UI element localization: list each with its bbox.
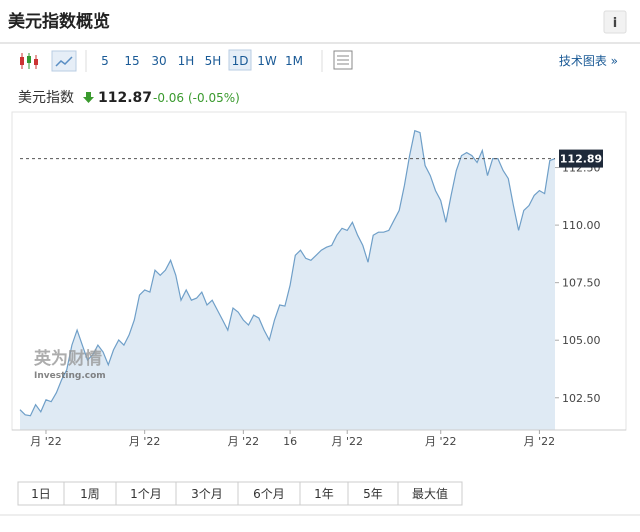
range-button-label[interactable]: 1年: [314, 487, 334, 501]
y-tick-label: 102.50: [562, 392, 601, 405]
watermark-site: Investing.com: [34, 371, 106, 381]
interval-button[interactable]: 5H: [205, 54, 222, 68]
line-icon-selected[interactable]: [51, 50, 77, 72]
interval-button[interactable]: 1W: [257, 54, 277, 68]
y-tick-label: 110.00: [562, 219, 601, 232]
x-tick-label: 月 '22: [331, 435, 363, 448]
price-line: [19, 129, 556, 417]
range-button-label[interactable]: 3个月: [191, 487, 223, 501]
technical-chart-link[interactable]: 技术图表 »: [559, 54, 618, 68]
y-tick-label: 107.50: [562, 277, 601, 290]
info-button[interactable]: [603, 10, 627, 34]
x-tick-label: 月 '22: [129, 435, 161, 448]
quote-change-pct: (-0.05%): [188, 91, 240, 105]
last-price-box: [559, 149, 603, 168]
widget-title: 美元指数概览: [8, 11, 110, 32]
plot: 月 '22 月 '22 月 '22 16 月 '22 月 '22 月 '22 102.50 10…: [12, 129, 626, 448]
x-tick-label: 月 '22: [30, 435, 62, 448]
interval-button[interactable]: 1D: [232, 54, 249, 68]
quote-name: 美元指数: [18, 90, 74, 106]
watermark-brand: 英为财情: [34, 348, 102, 369]
range-button-label[interactable]: 5年: [363, 487, 383, 501]
range-button-label[interactable]: 1个月: [130, 487, 162, 501]
x-tick-label: 16: [283, 435, 297, 448]
x-tick-label: 月 '22: [524, 435, 556, 448]
info-icon[interactable]: i: [613, 16, 617, 31]
range-button[interactable]: [397, 481, 463, 506]
range-button-label[interactable]: 最大值: [412, 486, 448, 501]
last-price-label: 112.89: [560, 153, 602, 166]
line-icon[interactable]: [55, 56, 73, 67]
interval-button[interactable]: 1M: [285, 54, 303, 68]
interval-button[interactable]: 5: [101, 54, 109, 68]
x-tick-label: 月 '22: [425, 435, 457, 448]
down-arrow: [83, 92, 94, 103]
interval-button[interactable]: 15: [124, 54, 139, 68]
interval-button[interactable]: 30: [151, 54, 166, 68]
area-fill: [20, 130, 555, 430]
range-button-label[interactable]: 6个月: [253, 487, 285, 501]
interval-button[interactable]: 1H: [178, 54, 195, 68]
range-group: 1日 1周 1个月 3个月 6个月 1年 5年 最大值: [17, 481, 463, 506]
candle-icon[interactable]: [20, 53, 38, 69]
range-button-label[interactable]: 1周: [80, 487, 100, 501]
interval-group: 5 15 30 1H 5H 1D 1W 1M: [101, 49, 303, 71]
range-button-label[interactable]: 1日: [31, 487, 51, 501]
y-tick-label: 105.00: [562, 334, 601, 347]
table-icon[interactable]: [333, 50, 353, 70]
x-tick-label: 月 '22: [228, 435, 260, 448]
quote-price: 112.87: [98, 90, 152, 106]
interval-selected[interactable]: [228, 49, 252, 71]
quote-change: -0.06: [153, 91, 184, 105]
